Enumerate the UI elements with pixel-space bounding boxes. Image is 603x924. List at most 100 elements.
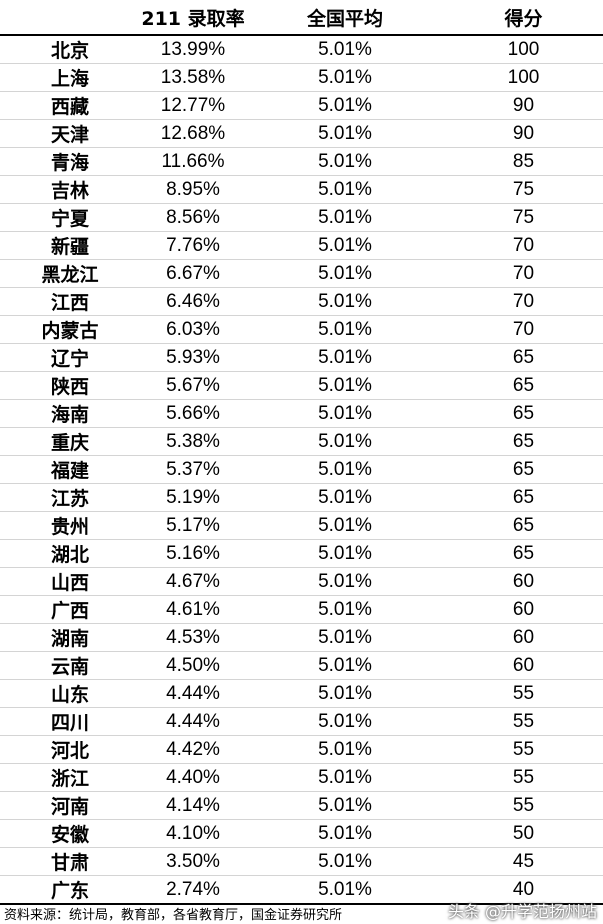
province-cell: 浙江 [0, 763, 140, 792]
province-cell: 上海 [0, 63, 140, 92]
rate-cell: 5.37% [140, 455, 246, 484]
average-cell: 5.01% [246, 175, 444, 204]
province-cell: 福建 [0, 455, 140, 484]
score-cell: 70 [444, 315, 603, 344]
score-cell: 65 [444, 511, 603, 540]
table-row: 山西 4.67% 5.01% 60 [0, 567, 603, 596]
rate-cell: 6.46% [140, 287, 246, 316]
average-cell: 5.01% [246, 483, 444, 512]
score-cell: 65 [444, 483, 603, 512]
table-row: 新疆 7.76% 5.01% 70 [0, 231, 603, 260]
rate-cell: 13.99% [140, 35, 246, 64]
table-row: 河南 4.14% 5.01% 55 [0, 791, 603, 820]
province-cell: 河北 [0, 735, 140, 764]
rate-cell: 4.61% [140, 595, 246, 624]
table-row: 四川 4.44% 5.01% 55 [0, 707, 603, 736]
table-row: 浙江 4.40% 5.01% 55 [0, 763, 603, 792]
average-cell: 5.01% [246, 91, 444, 120]
footer: 资料来源：统计局，教育部，各省教育厅，国金证券研究所 头条 @升学范扬州站 [0, 898, 603, 924]
average-cell: 5.01% [246, 707, 444, 736]
rate-cell: 4.42% [140, 735, 246, 764]
average-cell: 5.01% [246, 623, 444, 652]
admission-rate-table-container: 211 录取率 全国平均 得分 北京 13.99% 5.01% 100 上海 13.58%… [0, 0, 603, 905]
average-cell: 5.01% [246, 399, 444, 428]
province-cell: 重庆 [0, 427, 140, 456]
table-row: 宁夏 8.56% 5.01% 75 [0, 203, 603, 232]
table-row: 陕西 5.67% 5.01% 65 [0, 371, 603, 400]
header-score: 得分 [444, 0, 603, 36]
score-cell: 100 [444, 35, 603, 64]
table-row: 福建 5.37% 5.01% 65 [0, 455, 603, 484]
table-row: 广东 2.74% 5.01% 40 [0, 875, 603, 905]
score-cell: 85 [444, 147, 603, 176]
table-row: 江苏 5.19% 5.01% 65 [0, 483, 603, 512]
table-row: 北京 13.99% 5.01% 100 [0, 35, 603, 64]
rate-cell: 8.95% [140, 175, 246, 204]
rate-cell: 3.50% [140, 847, 246, 876]
table-row: 贵州 5.17% 5.01% 65 [0, 511, 603, 540]
table-row: 云南 4.50% 5.01% 60 [0, 651, 603, 680]
score-cell: 70 [444, 259, 603, 288]
rate-cell: 6.67% [140, 259, 246, 288]
table-header-row: 211 录取率 全国平均 得分 [0, 0, 603, 36]
average-cell: 5.01% [246, 651, 444, 680]
score-cell: 100 [444, 63, 603, 92]
score-cell: 90 [444, 91, 603, 120]
average-cell: 5.01% [246, 539, 444, 568]
rate-cell: 4.67% [140, 567, 246, 596]
average-cell: 5.01% [246, 847, 444, 876]
average-cell: 5.01% [246, 147, 444, 176]
average-cell: 5.01% [246, 679, 444, 708]
average-cell: 5.01% [246, 35, 444, 64]
table-row: 安徽 4.10% 5.01% 50 [0, 819, 603, 848]
table-row: 山东 4.44% 5.01% 55 [0, 679, 603, 708]
average-cell: 5.01% [246, 427, 444, 456]
province-cell: 内蒙古 [0, 315, 140, 344]
province-cell: 四川 [0, 707, 140, 736]
score-cell: 60 [444, 651, 603, 680]
rate-cell: 5.38% [140, 427, 246, 456]
score-cell: 60 [444, 623, 603, 652]
province-cell: 辽宁 [0, 343, 140, 372]
province-cell: 吉林 [0, 175, 140, 204]
rate-cell: 6.03% [140, 315, 246, 344]
score-cell: 45 [444, 847, 603, 876]
header-national-average: 全国平均 [246, 0, 444, 36]
province-cell: 广西 [0, 595, 140, 624]
header-211-rate: 211 录取率 [140, 0, 246, 36]
table-row: 内蒙古 6.03% 5.01% 70 [0, 315, 603, 344]
rate-cell: 4.44% [140, 707, 246, 736]
score-cell: 65 [444, 455, 603, 484]
table-row: 黑龙江 6.67% 5.01% 70 [0, 259, 603, 288]
rate-cell: 4.53% [140, 623, 246, 652]
table-row: 上海 13.58% 5.01% 100 [0, 63, 603, 92]
rate-cell: 13.58% [140, 63, 246, 92]
average-cell: 5.01% [246, 819, 444, 848]
average-cell: 5.01% [246, 595, 444, 624]
admission-rate-table: 211 录取率 全国平均 得分 北京 13.99% 5.01% 100 上海 13.58%… [0, 0, 603, 905]
average-cell: 5.01% [246, 875, 444, 905]
province-cell: 江西 [0, 287, 140, 316]
rate-cell: 4.14% [140, 791, 246, 820]
average-cell: 5.01% [246, 511, 444, 540]
table-row: 青海 11.66% 5.01% 85 [0, 147, 603, 176]
average-cell: 5.01% [246, 735, 444, 764]
average-cell: 5.01% [246, 63, 444, 92]
province-cell: 山东 [0, 679, 140, 708]
province-cell: 湖北 [0, 539, 140, 568]
table-row: 河北 4.42% 5.01% 55 [0, 735, 603, 764]
province-cell: 湖南 [0, 623, 140, 652]
province-cell: 海南 [0, 399, 140, 428]
rate-cell: 2.74% [140, 875, 246, 905]
score-cell: 75 [444, 175, 603, 204]
watermark: 头条 @升学范扬州站 [447, 902, 597, 921]
rate-cell: 7.76% [140, 231, 246, 260]
average-cell: 5.01% [246, 203, 444, 232]
score-cell: 55 [444, 735, 603, 764]
rate-cell: 4.40% [140, 763, 246, 792]
score-cell: 65 [444, 343, 603, 372]
average-cell: 5.01% [246, 371, 444, 400]
rate-cell: 4.44% [140, 679, 246, 708]
rate-cell: 4.50% [140, 651, 246, 680]
province-cell: 西藏 [0, 91, 140, 120]
